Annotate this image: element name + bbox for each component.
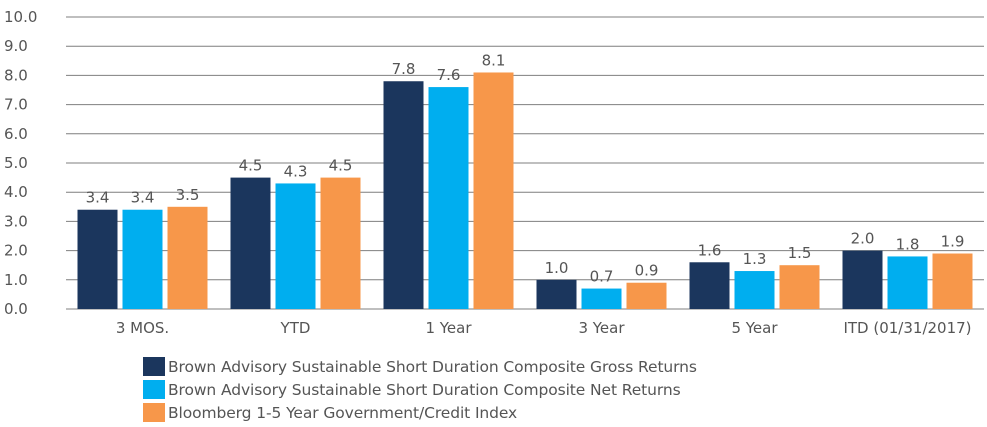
bar xyxy=(779,265,820,309)
legend-swatch-net xyxy=(143,380,165,399)
bar xyxy=(734,271,775,309)
data-label: 7.8 xyxy=(392,60,416,78)
legend-label-net: Brown Advisory Sustainable Short Duratio… xyxy=(168,380,681,399)
data-label: 1.8 xyxy=(896,235,920,253)
data-label: 1.9 xyxy=(941,233,965,251)
data-label: 4.3 xyxy=(284,162,308,180)
legend-swatch-gross xyxy=(143,357,165,376)
data-label: 1.0 xyxy=(545,259,569,277)
y-tick-label: 6.0 xyxy=(4,125,28,143)
legend-item-index: Bloomberg 1-5 Year Government/Credit Ind… xyxy=(143,401,697,424)
bar xyxy=(167,206,208,309)
y-tick-label: 1.0 xyxy=(4,271,28,289)
bar xyxy=(536,279,577,309)
legend-item-net: Brown Advisory Sustainable Short Duratio… xyxy=(143,378,697,401)
data-label: 3.4 xyxy=(131,189,155,207)
x-category-label: YTD xyxy=(280,319,311,337)
legend: Brown Advisory Sustainable Short Duratio… xyxy=(143,355,697,424)
y-tick-label: 10.0 xyxy=(4,8,37,26)
legend-swatch-index xyxy=(143,403,165,422)
bar xyxy=(932,253,973,309)
chart-canvas: 0.0 1.0 2.0 3.0 4.0 5.0 6.0 7.0 8.0 9.0 10.0 3.4 3.4… xyxy=(4,8,984,337)
y-tick-label: 8.0 xyxy=(4,66,28,84)
data-label: 2.0 xyxy=(851,230,875,248)
bar xyxy=(581,288,622,309)
y-tick-label: 7.0 xyxy=(4,96,28,114)
bar xyxy=(275,183,316,309)
bar xyxy=(689,262,730,309)
bar xyxy=(626,282,667,309)
x-category-label: 5 Year xyxy=(731,319,778,337)
bar xyxy=(320,177,361,309)
x-category-label: ITD (01/31/2017) xyxy=(843,319,971,337)
data-label: 0.9 xyxy=(635,262,659,280)
bar xyxy=(887,256,928,309)
bar xyxy=(842,250,883,309)
data-label: 4.5 xyxy=(329,157,353,175)
bar xyxy=(122,209,163,309)
y-tick-label: 4.0 xyxy=(4,183,28,201)
legend-item-gross: Brown Advisory Sustainable Short Duratio… xyxy=(143,355,697,378)
bar xyxy=(428,87,469,309)
y-tick-label: 0.0 xyxy=(4,300,28,318)
y-tick-label: 9.0 xyxy=(4,37,28,55)
legend-label-index: Bloomberg 1-5 Year Government/Credit Ind… xyxy=(168,403,518,422)
data-label: 1.6 xyxy=(698,241,722,259)
bar xyxy=(77,209,118,309)
x-category-label: 3 MOS. xyxy=(116,319,169,337)
data-label: 1.3 xyxy=(743,250,767,268)
bar xyxy=(230,177,271,309)
bar xyxy=(383,81,424,310)
x-category-label: 3 Year xyxy=(578,319,625,337)
bar xyxy=(473,72,514,309)
data-label: 1.5 xyxy=(788,244,812,262)
x-category-label: 1 Year xyxy=(425,319,472,337)
data-label: 3.5 xyxy=(176,186,200,204)
data-label: 4.5 xyxy=(239,157,263,175)
legend-label-gross: Brown Advisory Sustainable Short Duratio… xyxy=(168,357,697,376)
y-tick-label: 5.0 xyxy=(4,154,28,172)
data-label: 8.1 xyxy=(482,51,506,69)
y-tick-label: 3.0 xyxy=(4,212,28,230)
data-label: 3.4 xyxy=(86,189,110,207)
data-label: 0.7 xyxy=(590,268,614,286)
data-label: 7.6 xyxy=(437,66,461,84)
y-tick-label: 2.0 xyxy=(4,242,28,260)
